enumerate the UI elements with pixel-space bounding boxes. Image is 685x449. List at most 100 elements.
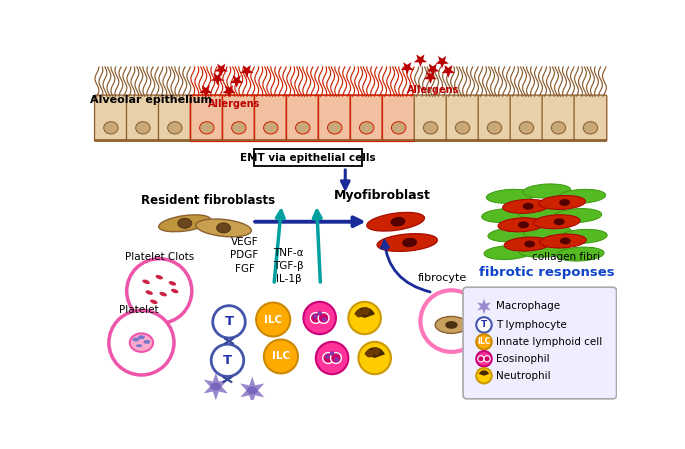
Polygon shape [436, 56, 449, 69]
Ellipse shape [519, 243, 567, 257]
FancyBboxPatch shape [510, 95, 543, 141]
Circle shape [322, 317, 327, 322]
Text: T: T [481, 321, 487, 330]
Text: T lymphocyte: T lymphocyte [496, 320, 566, 330]
Ellipse shape [142, 280, 150, 284]
Wedge shape [479, 370, 489, 376]
FancyBboxPatch shape [542, 95, 575, 141]
Circle shape [213, 306, 245, 338]
FancyBboxPatch shape [478, 95, 511, 141]
Ellipse shape [169, 281, 176, 286]
Ellipse shape [232, 122, 246, 134]
Circle shape [372, 348, 379, 355]
Circle shape [476, 351, 492, 366]
Circle shape [109, 310, 174, 375]
Ellipse shape [403, 238, 416, 247]
Ellipse shape [138, 335, 145, 339]
Ellipse shape [524, 241, 535, 247]
Ellipse shape [484, 246, 532, 260]
Ellipse shape [216, 223, 231, 233]
Polygon shape [426, 64, 440, 76]
FancyBboxPatch shape [254, 150, 362, 166]
Ellipse shape [517, 205, 565, 219]
Ellipse shape [556, 247, 604, 261]
Ellipse shape [423, 122, 438, 134]
Text: Eosinophil: Eosinophil [496, 354, 549, 364]
Polygon shape [214, 64, 228, 76]
Wedge shape [354, 307, 375, 318]
Ellipse shape [360, 122, 374, 134]
FancyBboxPatch shape [574, 95, 607, 141]
Circle shape [362, 307, 370, 315]
Circle shape [366, 350, 373, 357]
Ellipse shape [377, 233, 437, 251]
Circle shape [312, 314, 317, 319]
Text: Platelet Clots: Platelet Clots [125, 252, 194, 262]
Polygon shape [203, 373, 228, 401]
Ellipse shape [486, 189, 534, 203]
Ellipse shape [488, 228, 536, 242]
Polygon shape [401, 62, 414, 75]
Text: T: T [223, 354, 232, 367]
Ellipse shape [129, 334, 153, 352]
Text: Allergens: Allergens [407, 85, 459, 95]
Ellipse shape [145, 291, 153, 295]
Text: fibrocyte: fibrocyte [417, 273, 466, 283]
Text: ILC: ILC [272, 352, 290, 361]
Ellipse shape [132, 338, 140, 342]
Text: EMT via epithelial cells: EMT via epithelial cells [240, 153, 376, 163]
Ellipse shape [445, 321, 458, 329]
FancyBboxPatch shape [446, 95, 479, 141]
Text: Vessel: Vessel [479, 311, 514, 321]
Ellipse shape [264, 122, 278, 134]
Ellipse shape [210, 383, 221, 390]
FancyBboxPatch shape [190, 95, 223, 141]
Text: Innate lymphoid cell: Innate lymphoid cell [496, 337, 602, 347]
Polygon shape [424, 71, 437, 84]
Polygon shape [414, 54, 427, 67]
FancyBboxPatch shape [158, 95, 191, 141]
Text: Platelet: Platelet [119, 305, 158, 315]
Text: VEGF
PDGF
FGF: VEGF PDGF FGF [230, 237, 259, 273]
Circle shape [476, 317, 492, 333]
Ellipse shape [559, 229, 607, 243]
FancyBboxPatch shape [127, 95, 159, 141]
Circle shape [323, 352, 334, 363]
Ellipse shape [523, 203, 534, 210]
FancyBboxPatch shape [414, 95, 447, 141]
Text: Resident fibroblasts: Resident fibroblasts [141, 194, 275, 207]
FancyBboxPatch shape [350, 95, 383, 141]
Ellipse shape [558, 189, 606, 203]
Text: Allergens: Allergens [208, 98, 260, 109]
Text: Neutrophil: Neutrophil [496, 371, 550, 381]
Circle shape [421, 290, 482, 352]
Circle shape [476, 334, 492, 350]
Ellipse shape [487, 122, 501, 134]
Text: ILC: ILC [264, 315, 282, 325]
Ellipse shape [178, 218, 192, 228]
Ellipse shape [456, 122, 470, 134]
FancyBboxPatch shape [95, 95, 127, 141]
Ellipse shape [327, 122, 342, 134]
Polygon shape [442, 65, 455, 78]
Ellipse shape [196, 219, 251, 237]
Circle shape [476, 368, 492, 383]
Ellipse shape [391, 122, 406, 134]
Ellipse shape [136, 344, 142, 347]
Ellipse shape [435, 317, 468, 334]
Text: TNF-α
TGF-β
IL-1β: TNF-α TGF-β IL-1β [273, 248, 304, 284]
Circle shape [325, 354, 329, 359]
Ellipse shape [103, 122, 118, 134]
FancyBboxPatch shape [319, 95, 351, 141]
Circle shape [329, 351, 334, 356]
Circle shape [316, 342, 349, 374]
Text: Alveolar epithelium: Alveolar epithelium [90, 95, 212, 105]
Ellipse shape [143, 340, 150, 344]
Ellipse shape [199, 122, 214, 134]
Ellipse shape [159, 215, 211, 232]
Ellipse shape [560, 238, 571, 244]
Ellipse shape [171, 289, 179, 293]
Ellipse shape [168, 122, 182, 134]
Polygon shape [240, 65, 253, 78]
Ellipse shape [553, 208, 601, 223]
